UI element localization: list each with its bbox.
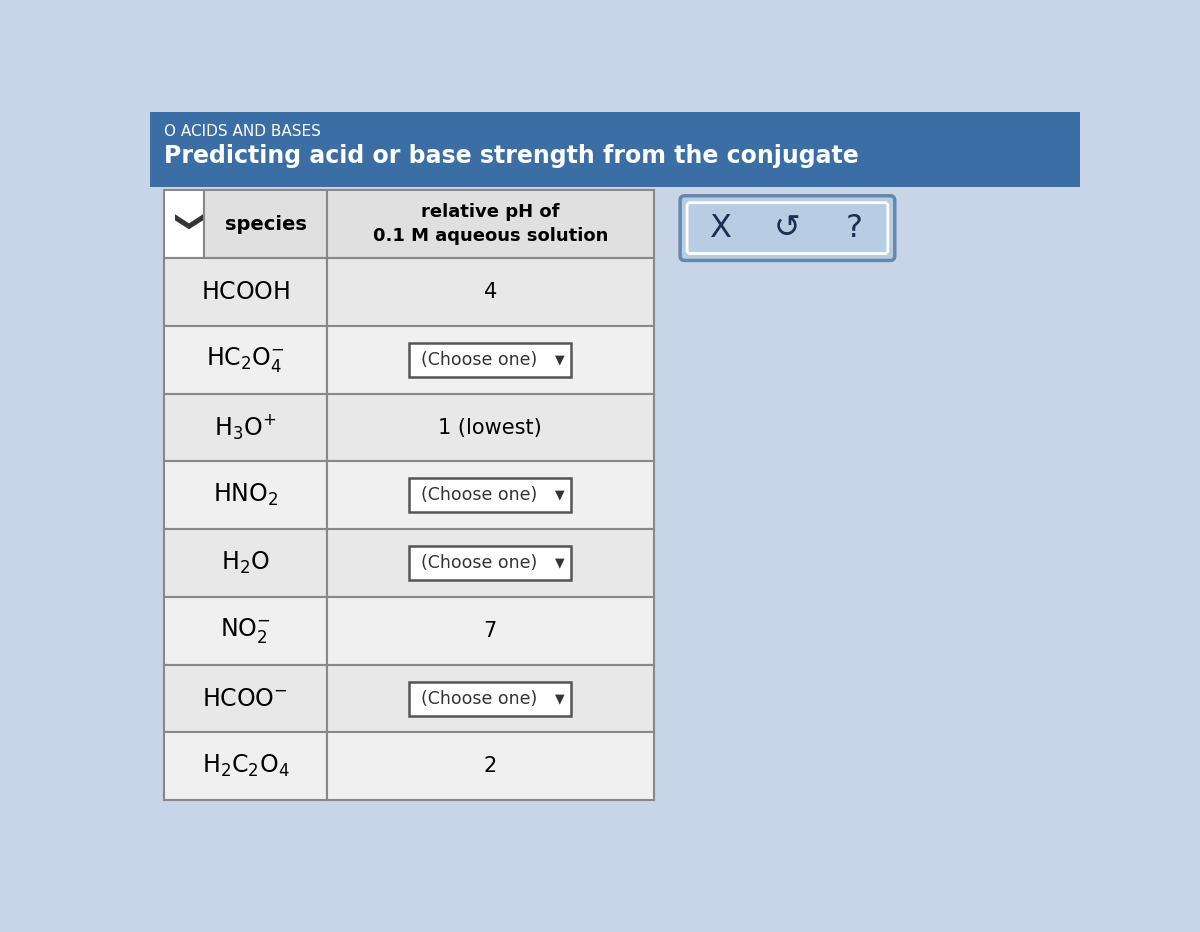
FancyBboxPatch shape [326,461,654,529]
FancyBboxPatch shape [326,326,654,393]
FancyBboxPatch shape [150,112,1080,186]
FancyBboxPatch shape [164,529,326,596]
FancyBboxPatch shape [326,258,654,326]
Text: (Choose one): (Choose one) [421,690,538,707]
Text: Predicting acid or base strength from the conjugate: Predicting acid or base strength from th… [164,144,859,168]
FancyBboxPatch shape [164,665,326,733]
Text: $\mathrm{HCOO^{-}}$: $\mathrm{HCOO^{-}}$ [203,687,288,710]
FancyBboxPatch shape [409,478,571,513]
FancyBboxPatch shape [409,681,571,716]
FancyBboxPatch shape [164,326,326,393]
FancyBboxPatch shape [326,665,654,733]
Text: ▼: ▼ [554,556,564,569]
Text: $\mathrm{H_3O^{+}}$: $\mathrm{H_3O^{+}}$ [215,413,276,442]
FancyBboxPatch shape [326,393,654,461]
FancyBboxPatch shape [164,190,204,258]
Text: $\mathrm{HCOOH}$: $\mathrm{HCOOH}$ [200,280,290,304]
Text: $\mathrm{HC_2O_4^{-}}$: $\mathrm{HC_2O_4^{-}}$ [206,345,284,375]
FancyBboxPatch shape [164,258,326,326]
Text: $\mathrm{HNO_2}$: $\mathrm{HNO_2}$ [212,482,278,508]
Text: (Choose one): (Choose one) [421,487,538,504]
FancyBboxPatch shape [164,393,326,461]
Text: 7: 7 [484,621,497,641]
Text: O ACIDS AND BASES: O ACIDS AND BASES [164,124,320,139]
Text: X: X [709,212,731,243]
Text: 1 (lowest): 1 (lowest) [438,418,542,437]
Text: 2: 2 [484,757,497,776]
FancyBboxPatch shape [688,202,888,254]
Text: $\mathrm{H_2O}$: $\mathrm{H_2O}$ [221,550,270,576]
Text: ▼: ▼ [554,488,564,501]
FancyBboxPatch shape [409,546,571,580]
FancyBboxPatch shape [409,343,571,377]
Text: ❯: ❯ [170,212,198,236]
Text: 4: 4 [484,282,497,302]
FancyBboxPatch shape [326,190,654,258]
FancyBboxPatch shape [326,596,654,665]
Text: ▼: ▼ [554,692,564,706]
Text: species: species [224,214,306,234]
FancyBboxPatch shape [164,596,326,665]
Text: ↺: ↺ [774,212,800,243]
Text: (Choose one): (Choose one) [421,350,538,369]
FancyBboxPatch shape [164,461,326,529]
FancyBboxPatch shape [680,196,895,260]
FancyBboxPatch shape [326,733,654,801]
Text: relative pH of
0.1 M aqueous solution: relative pH of 0.1 M aqueous solution [372,203,608,245]
Text: ?: ? [845,212,863,243]
Text: $\mathrm{H_2C_2O_4}$: $\mathrm{H_2C_2O_4}$ [202,753,289,779]
FancyBboxPatch shape [164,733,326,801]
FancyBboxPatch shape [204,190,326,258]
FancyBboxPatch shape [326,529,654,596]
Text: $\mathrm{NO_2^{-}}$: $\mathrm{NO_2^{-}}$ [220,616,271,645]
Text: ▼: ▼ [554,353,564,366]
Text: (Choose one): (Choose one) [421,554,538,572]
